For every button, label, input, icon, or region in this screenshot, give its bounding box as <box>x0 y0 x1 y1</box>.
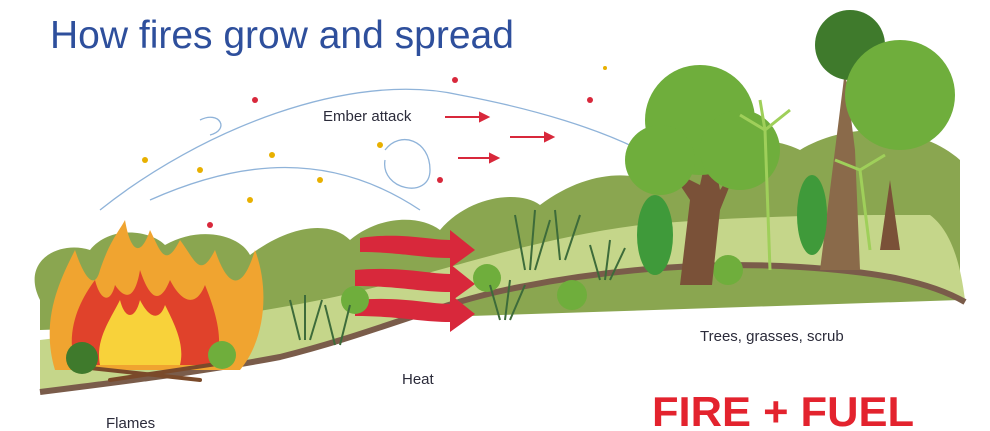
illustration: How fires grow and spread Ember attack H… <box>0 0 990 431</box>
title: How fires grow and spread <box>50 14 514 57</box>
flames-label: Flames <box>106 415 155 431</box>
heat-label: Heat <box>402 371 435 388</box>
logo: FIRE + FUEL <box>652 388 914 431</box>
page: How fires grow and spread Ember attack H… <box>0 0 990 431</box>
vegetation-label: Trees, grasses, scrub <box>700 328 844 345</box>
ember-arrows <box>445 113 553 162</box>
ember-attack-label: Ember attack <box>323 108 412 125</box>
